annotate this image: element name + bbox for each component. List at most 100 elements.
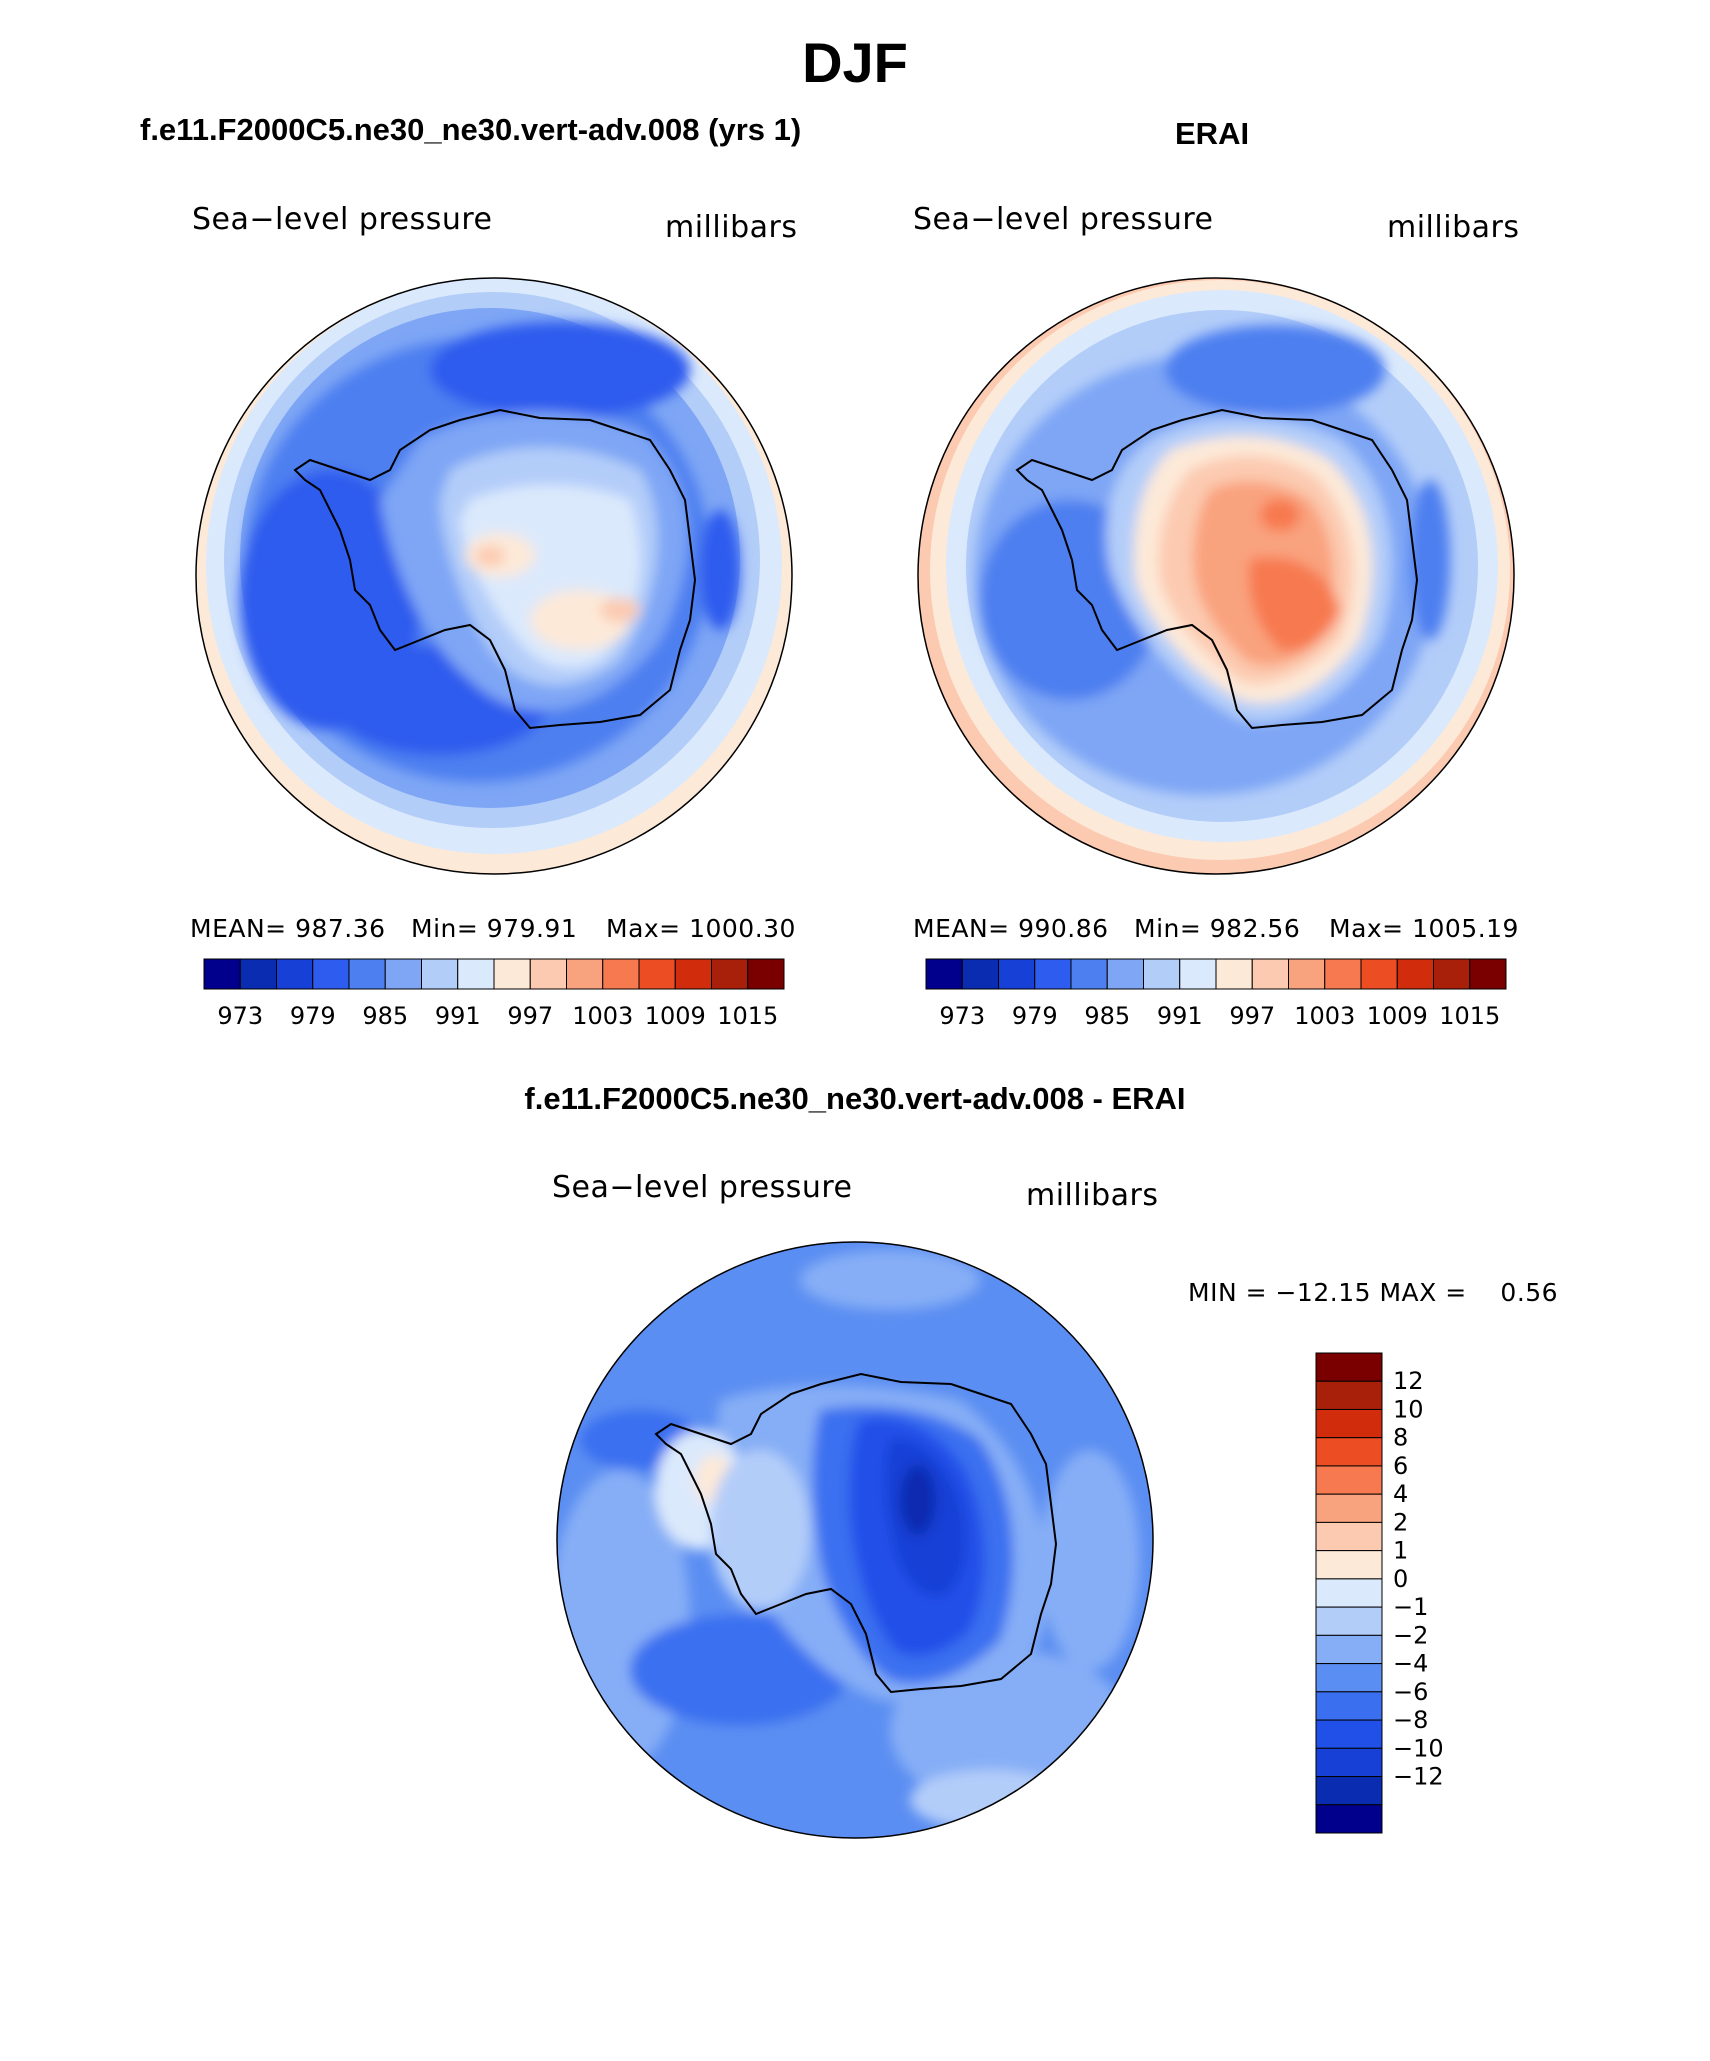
panel-3-colorbar-box <box>1315 1691 1383 1721</box>
panel-3-map <box>557 1242 1153 1838</box>
panel-3-colorbar-box <box>1315 1437 1383 1467</box>
panel-1-min: Min= 979.91 <box>411 914 578 943</box>
panel-3-colorbar-box <box>1315 1352 1383 1382</box>
panel-2-units-label: millibars <box>1387 210 1520 245</box>
panel-1-colorbar-box <box>384 958 422 990</box>
panel-2-colorbar-box <box>1360 958 1398 990</box>
panel-3-colorbar-tick-label: 4 <box>1393 1480 1408 1508</box>
panel-1-colorbar-tick-label: 973 <box>217 1002 263 1028</box>
panel-2-map <box>918 278 1514 874</box>
panel-1-colorbar-tick-label: 991 <box>435 1002 481 1028</box>
panel-2-colorbar-box <box>1070 958 1108 990</box>
panel-2-colorbar-tick-label: 1015 <box>1439 1002 1500 1028</box>
panel-3-colorbar-box <box>1315 1634 1383 1665</box>
panel-3-colorbar-tick-label: −12 <box>1393 1763 1444 1791</box>
panel-2-colorbar: 973 979 985 991 997 1003 1009 1015 <box>925 958 1507 1028</box>
figure-title: DJF <box>802 31 908 94</box>
panel-3-colorbar-box <box>1315 1408 1383 1439</box>
panel-1-colorbar-box <box>602 958 640 990</box>
panel-2-colorbar-tick-label: 997 <box>1229 1002 1275 1028</box>
panel-1-colorbar-box <box>529 958 567 990</box>
panel-3-colorbar-tick-label: −2 <box>1393 1621 1428 1649</box>
panel-3-colorbar-tick-label: 10 <box>1393 1395 1424 1423</box>
panel-3-units-label: millibars <box>1026 1178 1159 1213</box>
panel-1-colorbar-tick-label: 1009 <box>645 1002 706 1028</box>
panel-2-colorbar-box <box>1106 958 1144 990</box>
panel-2-coastline <box>1015 408 1419 730</box>
panel-1-colorbar-box <box>348 958 386 990</box>
panel-1-colorbar-tick-label: 985 <box>362 1002 408 1028</box>
panel-2-colorbar-box <box>1433 958 1471 990</box>
panel-2-colorbar-tick-label: 973 <box>939 1002 985 1028</box>
panel-2-title: ERAI <box>1175 116 1250 151</box>
panel-2-colorbar-box <box>1179 958 1217 990</box>
panel-1-colorbar-tick-label: 979 <box>290 1002 336 1028</box>
panel-2-colorbar-box <box>961 958 999 990</box>
panel-2-colorbar-tick-label: 979 <box>1012 1002 1058 1028</box>
panel-2-colorbar-box <box>1215 958 1253 990</box>
panel-3-colorbar-box <box>1315 1521 1383 1552</box>
panel-1-title: f.e11.F2000C5.ne30_ne30.vert-adv.008 (yr… <box>140 112 802 147</box>
panel-1-colorbar-box <box>747 958 785 990</box>
panel-3-colorbar-box <box>1315 1663 1383 1693</box>
panel-2-min: Min= 982.56 <box>1134 914 1301 943</box>
panel-1-mean: MEAN= 987.36 <box>190 914 386 943</box>
panel-2-colorbar-tick-label: 991 <box>1157 1002 1203 1028</box>
panel-2-colorbar-box <box>998 958 1036 990</box>
panel-3-colorbar-tick-label: 0 <box>1393 1565 1408 1593</box>
panel-3-colorbar-box <box>1315 1776 1383 1806</box>
panel-3-colorbar-tick-label: −8 <box>1393 1706 1428 1734</box>
panel-1-colorbar-tick-label: 1015 <box>717 1002 778 1028</box>
panel-1-colorbar: 973 979 985 991 997 1003 1009 1015 <box>203 958 785 1028</box>
panel-3-colorbar-tick-label: −4 <box>1393 1650 1428 1678</box>
panel-3-colorbar-tick-label: 6 <box>1393 1452 1408 1480</box>
panel-1-max: Max= 1000.30 <box>606 914 796 943</box>
panel-3-colorbar-box <box>1315 1747 1383 1778</box>
panel-3-minmax: MIN = −12.15 MAX = 0.56 <box>1188 1278 1559 1307</box>
panel-2-colorbar-box <box>1324 958 1362 990</box>
panel-1-variable-label: Sea−level pressure <box>192 202 493 237</box>
panel-3-colorbar-box <box>1315 1380 1383 1410</box>
panel-1-colorbar-box <box>493 958 531 990</box>
panel-2-colorbar-box <box>925 958 963 990</box>
panel-3-variable-label: Sea−level pressure <box>552 1170 853 1205</box>
panel-1-colorbar-box <box>638 958 676 990</box>
panel-3-colorbar-box <box>1315 1606 1383 1636</box>
panel-3-colorbar-box <box>1315 1493 1383 1523</box>
panel-3-colorbar-tick-label: 1 <box>1393 1537 1408 1565</box>
panel-3-colorbar-tick-label: 8 <box>1393 1424 1408 1452</box>
panel-1-colorbar-box <box>239 958 277 990</box>
panel-3-colorbar-tick-label: −10 <box>1393 1734 1444 1762</box>
panel-2-colorbar-box <box>1469 958 1507 990</box>
panel-3-colorbar-box <box>1315 1550 1383 1580</box>
panel-2-colorbar-box <box>1251 958 1289 990</box>
panel-1-colorbar-tick-label: 1003 <box>572 1002 633 1028</box>
panel-2-colorbar-box <box>1143 958 1181 990</box>
panel-1-colorbar-box <box>312 958 350 990</box>
panel-3-colorbar-tick-label: −1 <box>1393 1593 1428 1621</box>
panel-1-colorbar-box <box>711 958 749 990</box>
panel-3-colorbar-box <box>1315 1719 1383 1749</box>
panel-1-colorbar-tick-label: 997 <box>507 1002 553 1028</box>
panel-1-colorbar-box <box>674 958 712 990</box>
panel-3-colorbar-tick-label: 12 <box>1393 1367 1424 1395</box>
panel-2-variable-label: Sea−level pressure <box>913 202 1214 237</box>
panel-3-colorbar-tick-label: 2 <box>1393 1508 1408 1536</box>
panel-3-colorbar-tick-label: −6 <box>1393 1678 1428 1706</box>
panel-2-colorbar-tick-label: 1003 <box>1294 1002 1355 1028</box>
panel-1-colorbar-box <box>457 958 495 990</box>
panel-3-colorbar-box <box>1315 1465 1383 1495</box>
panel-2-colorbar-box <box>1396 958 1434 990</box>
panel-1-colorbar-box <box>421 958 459 990</box>
panel-2-colorbar-tick-label: 985 <box>1084 1002 1130 1028</box>
panel-1-units-label: millibars <box>665 210 798 245</box>
panel-1-colorbar-box <box>566 958 604 990</box>
panel-1-colorbar-box <box>276 958 314 990</box>
panel-3-coastline <box>654 1372 1058 1694</box>
panel-3-colorbar-box <box>1315 1578 1383 1608</box>
panel-3-title: f.e11.F2000C5.ne30_ne30.vert-adv.008 - E… <box>524 1081 1186 1116</box>
panel-2-mean: MEAN= 990.86 <box>913 914 1109 943</box>
panel-3-colorbar-box <box>1315 1804 1383 1834</box>
